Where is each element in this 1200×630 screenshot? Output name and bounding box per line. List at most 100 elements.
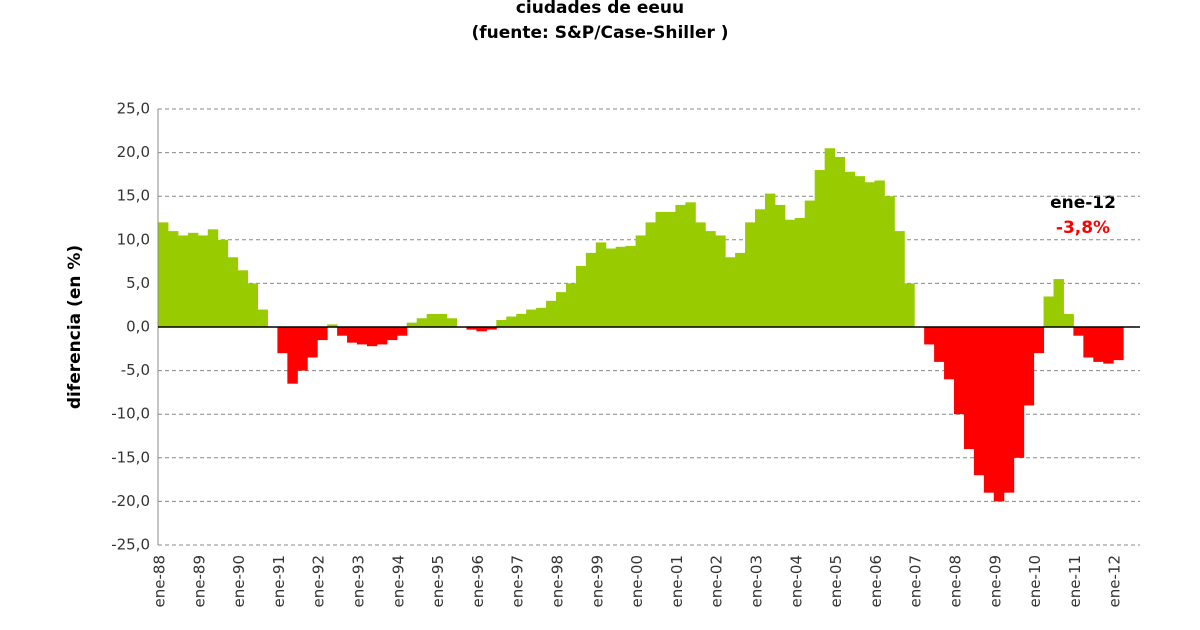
x-tick-label: ene-08 xyxy=(947,555,965,607)
area-segment xyxy=(526,309,537,327)
area-segment xyxy=(844,171,855,327)
y-tick-label: -20,0 xyxy=(111,492,150,510)
area-segment xyxy=(516,313,527,327)
area-segment xyxy=(784,219,796,327)
area-segment xyxy=(575,265,587,327)
area-segment xyxy=(317,327,328,341)
area-segment xyxy=(287,327,298,384)
area-segment xyxy=(357,327,368,345)
area-segment xyxy=(1063,313,1074,327)
x-tick-label: ene-90 xyxy=(230,555,248,607)
area-segment xyxy=(715,235,726,327)
y-tick-label: 20,0 xyxy=(117,143,150,161)
area-segment xyxy=(476,327,487,332)
area-segment xyxy=(993,327,1005,502)
x-tick-label: ene-96 xyxy=(469,555,487,607)
x-tick-label: ene-11 xyxy=(1066,555,1084,607)
area-segment xyxy=(536,307,547,327)
area-segment xyxy=(376,327,388,345)
area-segment xyxy=(227,257,239,327)
x-tick-label: ene-04 xyxy=(787,555,805,607)
area-segment xyxy=(307,327,318,358)
annotation: ene-12 xyxy=(1050,193,1116,213)
chart-title: ciudades de eeuu xyxy=(516,0,684,18)
x-tick-label: ene-00 xyxy=(628,555,646,607)
area-segment xyxy=(1023,327,1035,406)
area-segment xyxy=(347,327,358,343)
area-segment xyxy=(764,193,776,327)
area-segment xyxy=(187,232,199,327)
area-segment xyxy=(1053,279,1064,327)
area-segment xyxy=(1043,296,1054,327)
area-segment xyxy=(824,148,836,327)
area-segment xyxy=(695,222,706,327)
area-segment xyxy=(406,322,418,327)
area-segment xyxy=(755,209,766,327)
x-tick-label: ene-12 xyxy=(1106,555,1124,607)
area-segment xyxy=(506,316,517,327)
x-tick-label: ene-05 xyxy=(827,555,845,607)
x-tick-label: ene-89 xyxy=(190,555,208,607)
area-segment xyxy=(983,327,995,493)
area-segment xyxy=(1073,327,1084,336)
area-segment xyxy=(595,242,607,327)
y-tick-label: -5,0 xyxy=(121,361,150,379)
area-segment xyxy=(546,300,557,327)
annotation: -3,8% xyxy=(1056,218,1110,238)
x-tick-label: ene-02 xyxy=(708,555,726,607)
x-tick-label: ene-97 xyxy=(509,555,527,607)
area-segment xyxy=(446,318,457,327)
area-segment xyxy=(725,257,736,327)
area-segment xyxy=(486,327,497,330)
x-tick-label: ene-91 xyxy=(270,555,288,607)
area-segment xyxy=(605,248,617,327)
area-segment xyxy=(1113,327,1124,361)
area-segment xyxy=(237,270,249,327)
area-segment xyxy=(944,327,955,380)
x-tick-label: ene-99 xyxy=(588,555,606,607)
y-tick-label: 25,0 xyxy=(117,100,150,118)
x-tick-label: ene-03 xyxy=(748,555,766,607)
area-segment xyxy=(685,202,696,327)
x-tick-label: ene-07 xyxy=(907,555,925,607)
area-segment xyxy=(158,222,169,327)
area-segment xyxy=(814,170,826,327)
area-segment xyxy=(973,327,985,476)
x-tick-label: ene-98 xyxy=(549,555,567,607)
area-segment xyxy=(794,218,806,327)
area-segment xyxy=(635,235,647,327)
area-segment xyxy=(416,318,428,327)
x-tick-label: ene-93 xyxy=(350,555,368,607)
area-segment xyxy=(854,176,865,327)
area-segment xyxy=(864,182,875,327)
area-segment xyxy=(217,239,229,327)
x-tick-label: ene-88 xyxy=(151,555,169,607)
area-segment xyxy=(874,180,885,327)
area-segment xyxy=(197,235,209,327)
area-segment xyxy=(904,283,915,327)
area-segment xyxy=(496,320,507,327)
area-segment xyxy=(745,222,756,327)
area-segment xyxy=(1103,327,1114,364)
y-tick-label: -10,0 xyxy=(111,405,150,423)
area-segment xyxy=(386,327,398,341)
y-tick-label: 5,0 xyxy=(126,274,150,292)
area-segment xyxy=(1093,327,1104,362)
x-tick-label: ene-09 xyxy=(986,555,1004,607)
area-segment xyxy=(366,327,378,347)
area-segment xyxy=(1083,327,1094,358)
y-tick-label: 10,0 xyxy=(117,230,150,248)
area-segment xyxy=(924,327,935,345)
area-segment xyxy=(177,235,189,327)
x-tick-label: ene-95 xyxy=(429,555,447,607)
area-segment xyxy=(1033,327,1045,354)
area-segment xyxy=(655,211,666,327)
area-segment xyxy=(426,313,438,327)
y-tick-label: 15,0 xyxy=(117,187,150,205)
y-tick-label: -25,0 xyxy=(111,536,150,554)
x-tick-label: ene-01 xyxy=(668,555,686,607)
area-segment xyxy=(396,327,408,336)
area-segment xyxy=(436,313,448,327)
area-segment xyxy=(954,327,965,415)
